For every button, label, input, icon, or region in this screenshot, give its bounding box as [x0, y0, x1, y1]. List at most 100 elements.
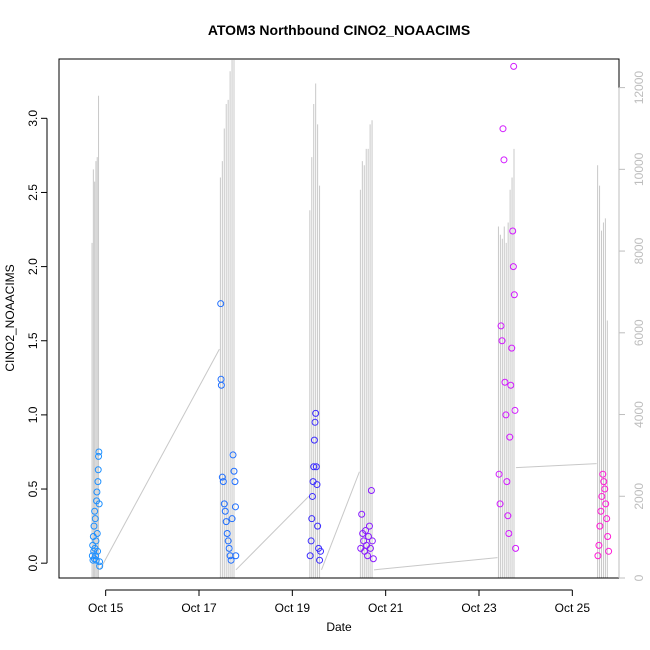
data-point [598, 492, 606, 500]
data-point [313, 481, 321, 489]
data-point [224, 537, 232, 545]
data-point [231, 478, 239, 486]
y2-tick-label: 10000 [632, 152, 646, 186]
y2-tick-label: 8000 [632, 237, 646, 264]
data-point [306, 552, 314, 560]
data-point [219, 478, 227, 486]
chart-title: ATOM3 Northbound CINO2_NOAACIMS [208, 22, 470, 38]
points-layer [88, 62, 613, 570]
data-point [231, 503, 239, 511]
data-point [501, 378, 509, 386]
data-point [92, 556, 100, 564]
y2-tick-label: 2000 [632, 483, 646, 510]
data-point [495, 470, 503, 478]
x-tick-label: Oct 21 [368, 601, 404, 615]
data-point [499, 125, 507, 133]
x-tick-label: Oct 19 [275, 601, 311, 615]
data-point [307, 537, 315, 545]
data-point [604, 532, 612, 540]
y-tick-label: 0.5 [26, 480, 40, 497]
data-point [316, 556, 324, 564]
x-axis: Oct 15 Oct 17 Oct 19 Oct 21 Oct 23 Oct 25 [88, 589, 591, 615]
data-point [92, 552, 100, 560]
data-point [223, 530, 231, 538]
x-axis-label: Date [326, 620, 352, 634]
data-point [509, 263, 517, 271]
data-point [594, 552, 602, 560]
data-point [310, 436, 318, 444]
data-point [217, 381, 225, 389]
data-point [500, 156, 508, 164]
plot-frame [58, 58, 620, 579]
data-point [308, 515, 316, 523]
data-point [600, 478, 608, 486]
data-point [217, 375, 225, 383]
data-point [232, 552, 240, 560]
data-point [312, 409, 320, 417]
data-point [314, 522, 322, 530]
data-point [96, 558, 104, 566]
data-point [510, 291, 518, 299]
y-tick-label: 1.5 [26, 332, 40, 349]
altitude-transit-line [321, 471, 360, 571]
data-point [93, 530, 101, 538]
altitude-transit-line [99, 348, 220, 571]
data-point [364, 532, 372, 540]
data-point [228, 515, 236, 523]
data-point [230, 467, 238, 475]
data-point [358, 510, 366, 518]
data-point [505, 530, 513, 538]
x-tick-label: Oct 25 [555, 601, 591, 615]
data-point [221, 507, 229, 515]
x-tick-label: Oct 15 [88, 601, 124, 615]
x-tick-label: Oct 23 [461, 601, 497, 615]
data-point [310, 463, 318, 471]
y-tick-label: 2.5 [26, 184, 40, 201]
data-point [220, 500, 228, 508]
data-point [369, 555, 377, 563]
data-point [508, 344, 516, 352]
data-point [366, 544, 374, 552]
x-tick-label: Oct 17 [181, 601, 217, 615]
data-point [91, 515, 99, 523]
data-point [596, 522, 604, 530]
data-point [496, 500, 504, 508]
data-point [368, 537, 376, 545]
data-point [94, 547, 102, 555]
data-point [503, 478, 511, 486]
data-point [602, 500, 610, 508]
y-axis-left: 0.0 0.5 1.0 1.5 2.0 2.5 3.0 [26, 110, 48, 572]
data-point [94, 478, 102, 486]
data-point [225, 544, 233, 552]
y-axis-right: 0 2000 4000 6000 8000 10000 12000 [618, 71, 646, 581]
data-point [312, 463, 320, 471]
y2-tick-label: 12000 [632, 71, 646, 105]
data-point [311, 418, 319, 426]
data-point [504, 512, 512, 520]
data-point [497, 322, 505, 330]
y-tick-label: 3.0 [26, 110, 40, 127]
data-point [222, 518, 230, 526]
data-point [599, 470, 607, 478]
data-point [512, 544, 520, 552]
data-point [94, 466, 102, 474]
y-tick-label: 1.0 [26, 406, 40, 423]
data-point [229, 451, 237, 459]
y-tick-label: 2.0 [26, 258, 40, 275]
data-point [217, 300, 225, 308]
y2-tick-label: 4000 [632, 401, 646, 428]
data-point [603, 515, 611, 523]
data-point [365, 522, 373, 530]
data-point [90, 522, 98, 530]
data-point [317, 547, 325, 555]
altitude-transit-line [515, 463, 597, 469]
data-point [510, 62, 518, 70]
data-point [506, 433, 514, 441]
data-point [91, 507, 99, 515]
y-tick-label: 0.0 [26, 555, 40, 572]
altitude-transit-line [235, 495, 310, 571]
data-point [93, 488, 101, 496]
data-point [367, 487, 375, 495]
data-point [364, 552, 372, 560]
